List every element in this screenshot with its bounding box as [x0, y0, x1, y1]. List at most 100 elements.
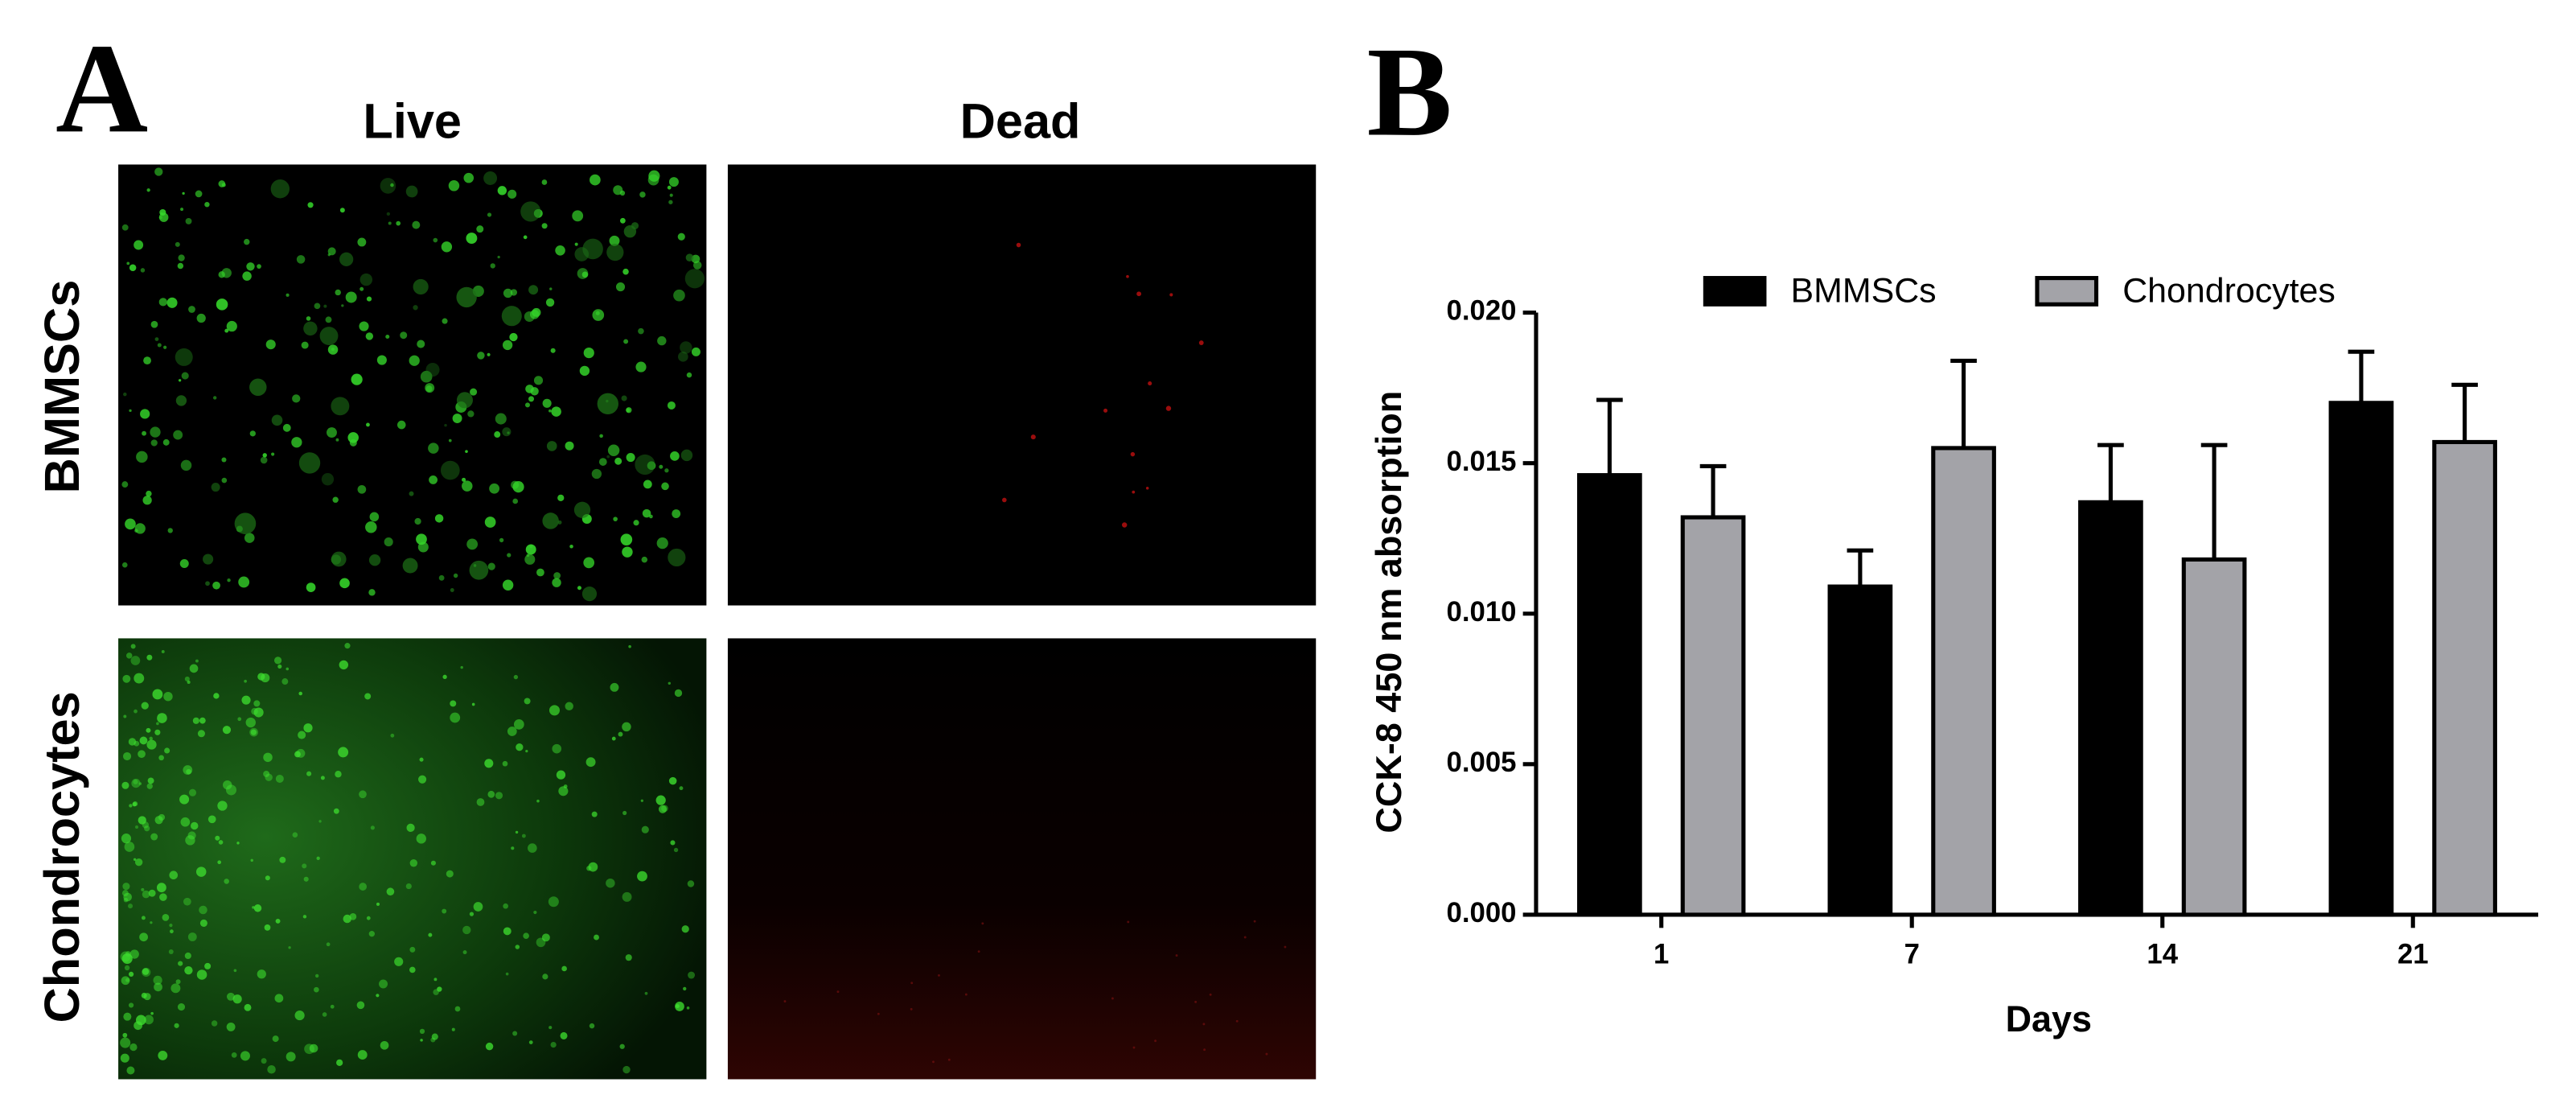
- cell: [124, 965, 130, 971]
- cell: [180, 817, 191, 827]
- x-tick-label: 1: [1654, 939, 1669, 969]
- cell: [680, 449, 693, 462]
- cell: [376, 355, 387, 365]
- cell: [217, 801, 228, 811]
- cell: [1132, 490, 1136, 494]
- cell: [664, 468, 669, 473]
- cell: [471, 702, 475, 706]
- cell: [130, 656, 141, 665]
- cell: [122, 674, 131, 683]
- cell: [150, 320, 158, 328]
- cell: [448, 180, 460, 191]
- cell: [405, 883, 412, 890]
- cell: [221, 457, 227, 463]
- cell: [171, 983, 181, 994]
- cell: [217, 860, 222, 865]
- cell: [327, 427, 337, 438]
- cell: [528, 396, 535, 402]
- cell: [552, 743, 562, 754]
- cell: [339, 660, 349, 670]
- cell: [521, 834, 526, 838]
- cell: [450, 588, 454, 592]
- cell: [485, 1042, 494, 1051]
- cell: [226, 320, 237, 332]
- cell: [226, 992, 235, 1001]
- y-tick-label: 0.020: [1447, 296, 1517, 327]
- cell: [345, 291, 357, 303]
- cell: [417, 340, 425, 348]
- row-label: BMMSCs: [34, 280, 89, 494]
- cell: [520, 201, 541, 222]
- cell: [691, 254, 700, 264]
- cell: [572, 210, 584, 222]
- cell: [122, 883, 130, 891]
- cell: [226, 1022, 236, 1031]
- cell: [487, 352, 491, 356]
- cell: [495, 413, 507, 425]
- cell: [502, 760, 508, 767]
- cell: [656, 537, 668, 550]
- cell: [154, 729, 161, 735]
- cell: [212, 581, 220, 590]
- cell: [620, 533, 633, 545]
- cell: [291, 437, 302, 448]
- cell: [267, 1064, 276, 1074]
- cell: [253, 700, 261, 707]
- cell: [128, 1002, 134, 1008]
- cell: [187, 680, 191, 685]
- cell: [561, 965, 567, 972]
- cell: [442, 318, 448, 324]
- cell: [134, 858, 143, 866]
- cell: [183, 765, 193, 775]
- cell: [140, 268, 146, 273]
- cell: [546, 441, 557, 451]
- cell: [1030, 434, 1036, 440]
- cell: [668, 177, 679, 187]
- cell: [560, 1031, 568, 1039]
- cell: [126, 261, 130, 265]
- cell: [179, 794, 190, 805]
- cell: [380, 1040, 389, 1050]
- cell: [129, 1043, 138, 1052]
- cell: [122, 751, 132, 761]
- cell: [144, 1015, 154, 1025]
- cell: [515, 945, 520, 949]
- cell: [121, 976, 130, 986]
- cell: [516, 743, 524, 751]
- cell: [314, 986, 319, 993]
- cell: [536, 937, 546, 948]
- cell: [409, 355, 420, 366]
- cell: [675, 1002, 684, 1011]
- cell: [294, 1010, 305, 1021]
- cell: [364, 693, 372, 700]
- cell: [129, 264, 137, 272]
- cell: [515, 830, 519, 834]
- cell: [154, 982, 162, 992]
- cell: [196, 313, 206, 323]
- cell: [541, 179, 548, 185]
- cell: [525, 749, 528, 753]
- cell: [181, 372, 189, 380]
- cell: [146, 490, 152, 497]
- cell: [1002, 497, 1007, 503]
- cell: [659, 464, 664, 469]
- cell: [309, 1043, 318, 1053]
- micrograph: [727, 164, 1317, 606]
- cell: [265, 875, 270, 881]
- cell: [150, 426, 161, 438]
- cell: [129, 409, 132, 413]
- cell: [242, 271, 252, 281]
- cell: [330, 1004, 335, 1009]
- cell: [185, 835, 195, 846]
- cell: [336, 1059, 343, 1066]
- cell: [541, 933, 550, 942]
- cell: [446, 870, 454, 878]
- cell: [452, 414, 462, 423]
- cell: [314, 303, 321, 310]
- cell: [150, 921, 153, 924]
- cell: [265, 773, 273, 781]
- cell: [142, 821, 150, 829]
- cell: [133, 779, 138, 784]
- cell: [512, 498, 519, 504]
- cell: [525, 544, 536, 555]
